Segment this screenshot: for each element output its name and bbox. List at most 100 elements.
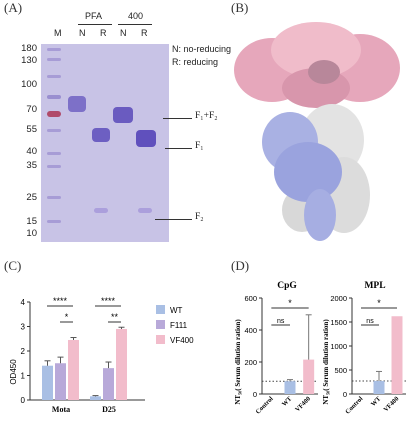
y-tick-label: 1500 [330,318,347,327]
lane-label-pfa-n: N [79,28,86,38]
band-pfa-r [92,128,110,142]
lane-label-400-r: R [141,28,148,38]
x-tick-label: WT [281,395,294,408]
mw-label: 100 [21,79,37,90]
y-tick-label: 0 [21,396,26,405]
bar-wt [284,381,296,394]
legend-swatch-wt [156,305,165,314]
bar-vf400 [116,328,127,400]
band-400-r-f2 [138,208,152,213]
band-400-n [113,107,133,123]
ladder-band [47,48,61,51]
y-tick-label: 4 [21,298,26,307]
pointer-f2 [155,219,192,220]
group-bar-pfa [78,24,112,25]
bar-vf400 [68,339,79,400]
band-pfa-n [68,96,86,112]
bar-wt [373,381,385,394]
significance-label: * [65,312,69,322]
legend-swatch-vf400 [156,335,165,344]
band-pfa-r-f2 [94,208,108,213]
lane-label-pfa-r: R [100,28,107,38]
band-label-f1f2: F₁+F₂ [195,111,218,121]
chart-d-mpl: MPL NT₅₀( Serum dilution ration) 0 500 100… [322,281,406,416]
y-tick-label: 400 [244,326,257,335]
bar-wt [42,365,53,400]
pointer-f1 [165,148,192,149]
y-tick-label: 0 [253,390,257,399]
significance-label: * [377,298,381,308]
lane-label-m: M [54,28,62,38]
mw-label: 70 [26,104,37,115]
panel-label-a: (A) [4,0,23,15]
mw-label: 35 [26,160,37,171]
significance-label: * [288,298,292,308]
ladder-band [47,95,61,99]
gel-legend-r: R: reducing [172,57,219,67]
ladder-band [47,129,61,132]
protein-structure-image [234,22,400,241]
significance-label: **** [101,296,116,306]
mw-label: 10 [26,228,37,239]
ladder-band [47,58,61,61]
ladder-band [47,165,61,168]
mw-label: 130 [21,55,37,66]
bar-f111 [55,363,66,400]
y-tick-label: 2 [21,347,26,356]
legend-swatch-f111 [156,320,165,329]
band-label-f1: F₁ [195,141,204,151]
mw-label: 25 [26,192,37,203]
bar-vf400 [303,359,315,394]
x-tick-label: Mota [52,405,70,414]
y-tick-label: 500 [334,366,347,375]
chart-d-mpl-title: MPL [364,281,385,291]
legend-label-vf400: VF400 [170,336,194,345]
ladder-band [47,196,61,199]
gel-legend-n: N: no-reducing [172,44,232,54]
bar-wt [90,396,101,400]
bar-vf400 [391,316,403,394]
significance-label: ns [277,318,285,325]
band-400-r [136,130,156,147]
y-tick-label: 0 [343,390,347,399]
pointer-f1f2 [163,118,192,119]
chart-d-mpl-ylabel: NT₅₀( Serum dilution ration) [322,319,330,405]
x-tick-label: D25 [102,405,116,414]
chart-c-ylabel: OD450 [9,359,18,385]
legend-label-f111: F111 [170,321,188,330]
blue-stalk-domain [262,112,342,241]
x-tick-label: VF400 [294,395,312,413]
chart-d-cpg-title: CpG [277,281,297,291]
lane-label-400-n: N [120,28,127,38]
significance-label: **** [53,296,68,306]
x-tick-label: Control [255,395,275,415]
group-label-400: 400 [128,11,144,21]
ladder-band [47,75,61,78]
significance-label: ns [366,318,374,325]
x-tick-label: WT [370,395,383,408]
y-tick-label: 200 [244,358,257,367]
group-label-pfa: PFA [85,11,103,21]
panel-label-c: (C) [4,258,22,273]
chart-d-cpg: CpG NT₅₀( Serum dilution ration) 0 200 400… [234,281,318,416]
significance-label: ** [111,312,119,322]
mw-label: 40 [26,146,37,157]
panel-label-d: (D) [231,258,250,273]
chart-d-cpg-ylabel: NT₅₀( Serum dilution ration) [234,319,242,405]
ladder-band [47,220,61,223]
ladder-band-red [47,111,61,117]
mw-label: 55 [26,124,37,135]
bar-f111 [103,368,114,400]
ladder-band [47,152,61,155]
panel-label-b: (B) [231,0,249,15]
mw-label: 15 [26,216,37,227]
x-tick-label: VF400 [382,395,400,413]
mw-label: 180 [21,43,37,54]
y-tick-label: 2000 [330,294,347,303]
x-tick-label: Control [344,395,364,415]
y-tick-label: 600 [244,294,257,303]
band-label-f2: F₂ [195,212,204,222]
y-tick-label: 1000 [330,342,347,351]
y-tick-label: 3 [21,323,26,332]
